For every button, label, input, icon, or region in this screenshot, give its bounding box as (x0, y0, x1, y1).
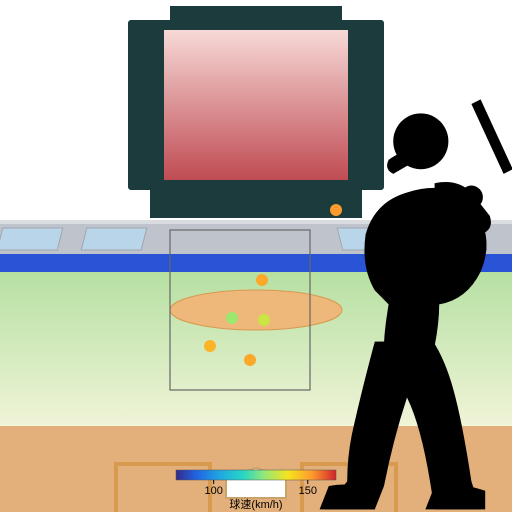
scoreboard-top (170, 6, 342, 20)
stand-window (0, 228, 63, 250)
pitch-point (204, 340, 216, 352)
colorbar-tick-label: 150 (299, 485, 317, 497)
pitch-point (330, 204, 342, 216)
velocity-colorbar (176, 470, 336, 480)
scoreboard-base (150, 190, 362, 218)
stand-window (81, 228, 146, 250)
scoreboard-screen (164, 30, 348, 180)
pitch-point (244, 354, 256, 366)
pitch-point (256, 274, 268, 286)
pitch-location-chart: 100 150 球速(km/h) (0, 0, 512, 512)
colorbar-tick-label: 100 (204, 485, 222, 497)
pitchers-mound (170, 290, 342, 330)
pitch-point (226, 312, 238, 324)
colorbar-axis-label: 球速(km/h) (229, 497, 282, 511)
pitch-point (258, 314, 270, 326)
